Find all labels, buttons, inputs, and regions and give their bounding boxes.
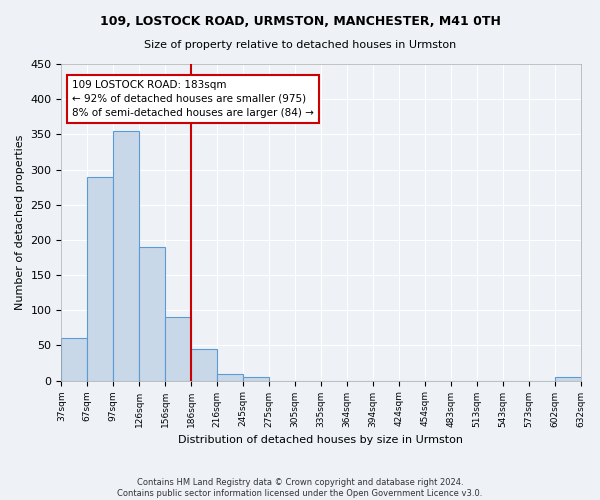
Bar [61,338,88,380]
Text: 109, LOSTOCK ROAD, URMSTON, MANCHESTER, M41 0TH: 109, LOSTOCK ROAD, URMSTON, MANCHESTER, … [100,15,500,28]
Bar [191,349,217,380]
Bar [554,377,581,380]
Bar [88,176,113,380]
Text: 109 LOSTOCK ROAD: 183sqm
← 92% of detached houses are smaller (975)
8% of semi-d: 109 LOSTOCK ROAD: 183sqm ← 92% of detach… [72,80,314,118]
Bar [217,374,243,380]
Bar [165,318,191,380]
Bar [113,131,139,380]
Y-axis label: Number of detached properties: Number of detached properties [15,134,25,310]
Bar [139,247,165,380]
X-axis label: Distribution of detached houses by size in Urmston: Distribution of detached houses by size … [178,435,463,445]
Text: Size of property relative to detached houses in Urmston: Size of property relative to detached ho… [144,40,456,50]
Text: Contains HM Land Registry data © Crown copyright and database right 2024.
Contai: Contains HM Land Registry data © Crown c… [118,478,482,498]
Bar [243,377,269,380]
